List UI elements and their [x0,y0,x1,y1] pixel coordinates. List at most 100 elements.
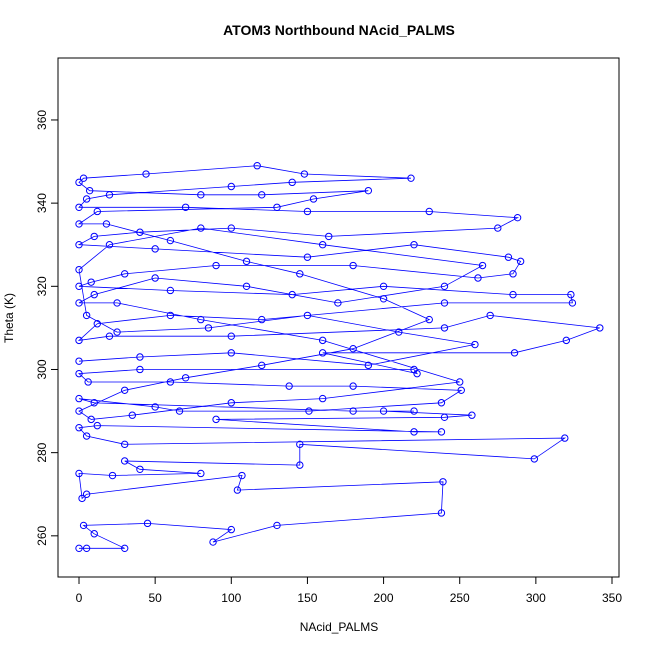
data-point [242,282,251,291]
chart-title: ATOM3 Northbound NAcid_PALMS [223,22,455,38]
data-point [227,349,235,357]
data-point [120,544,129,553]
data-point [82,544,91,553]
data-point [93,421,101,430]
series-line [77,165,600,549]
y-tick-label: 320 [35,276,49,296]
data-point [227,224,235,232]
data-point [407,174,415,182]
data-point [212,415,220,424]
data-point [197,315,205,324]
data-point [303,207,312,216]
data-point [151,245,159,253]
data-point [120,270,129,278]
data-point [296,440,304,449]
data-point [79,174,88,182]
data-point [253,162,261,170]
data-point [142,170,150,178]
data-point [568,299,577,307]
data-point [410,407,418,415]
data-point [303,311,312,320]
data-point [75,336,83,345]
data-point [379,282,388,291]
x-tick-label: 50 [148,591,162,605]
data-point [120,457,129,465]
data-point [242,257,251,266]
data-point [273,521,281,530]
data-point [567,290,575,299]
data-point [197,469,205,478]
data-point [102,220,111,228]
data-point [349,382,357,390]
data-point [457,386,465,394]
data-point [227,525,235,534]
data-point [300,170,309,178]
data-point [238,471,246,480]
data-point [105,241,114,249]
data-point [175,407,184,415]
data-point [212,261,220,270]
data-point [530,455,539,463]
data-point [318,336,327,345]
data-point [296,270,304,278]
data-point [75,407,83,415]
data-point [440,299,449,307]
data-point [296,461,304,469]
data-point [136,465,144,473]
data-point [288,290,296,299]
data-point [90,530,98,538]
data-point [90,399,98,407]
data-point [75,424,83,432]
data-point [75,178,83,187]
y-tick-label: 280 [35,442,49,462]
data-point [516,257,525,266]
data-point [471,340,479,349]
data-point [75,203,83,211]
data-point [204,324,213,332]
x-axis-label: NAcid_PALMS [300,620,378,634]
data-point [486,311,494,320]
data-point [318,241,327,249]
data-point [504,253,513,261]
data-point [82,432,91,440]
data-point [410,241,418,249]
data-point [75,220,83,228]
data-point [136,353,144,361]
data-point [425,315,433,324]
data-point [440,282,449,291]
x-tick-label: 350 [602,591,622,605]
data-point [258,315,266,324]
data-point [334,299,342,307]
data-point [166,378,175,386]
data-point [285,382,293,390]
data-point [82,195,91,203]
y-tick-label: 300 [35,359,49,379]
data-point [227,399,235,407]
data-point [82,490,91,498]
data-point [79,521,88,530]
data-point [120,386,129,394]
data-point [166,286,175,295]
data-point [143,519,152,528]
data-point [305,407,313,415]
data-point [75,369,83,378]
data-point [75,357,83,365]
y-tick-label: 340 [35,193,49,213]
data-point [379,407,388,415]
data-point [364,186,373,195]
data-point [440,324,449,332]
data-point [318,394,327,403]
data-point [437,399,446,407]
data-point [113,328,121,336]
data-point [136,228,144,236]
data-point [84,378,92,386]
data-point [75,544,83,553]
data-point [303,253,312,261]
y-tick-label: 360 [35,110,49,130]
data-point [75,282,83,291]
data-point [468,411,476,419]
data-point [513,213,522,222]
data-point [510,349,519,357]
data-point [233,486,242,494]
data-point [325,232,333,241]
